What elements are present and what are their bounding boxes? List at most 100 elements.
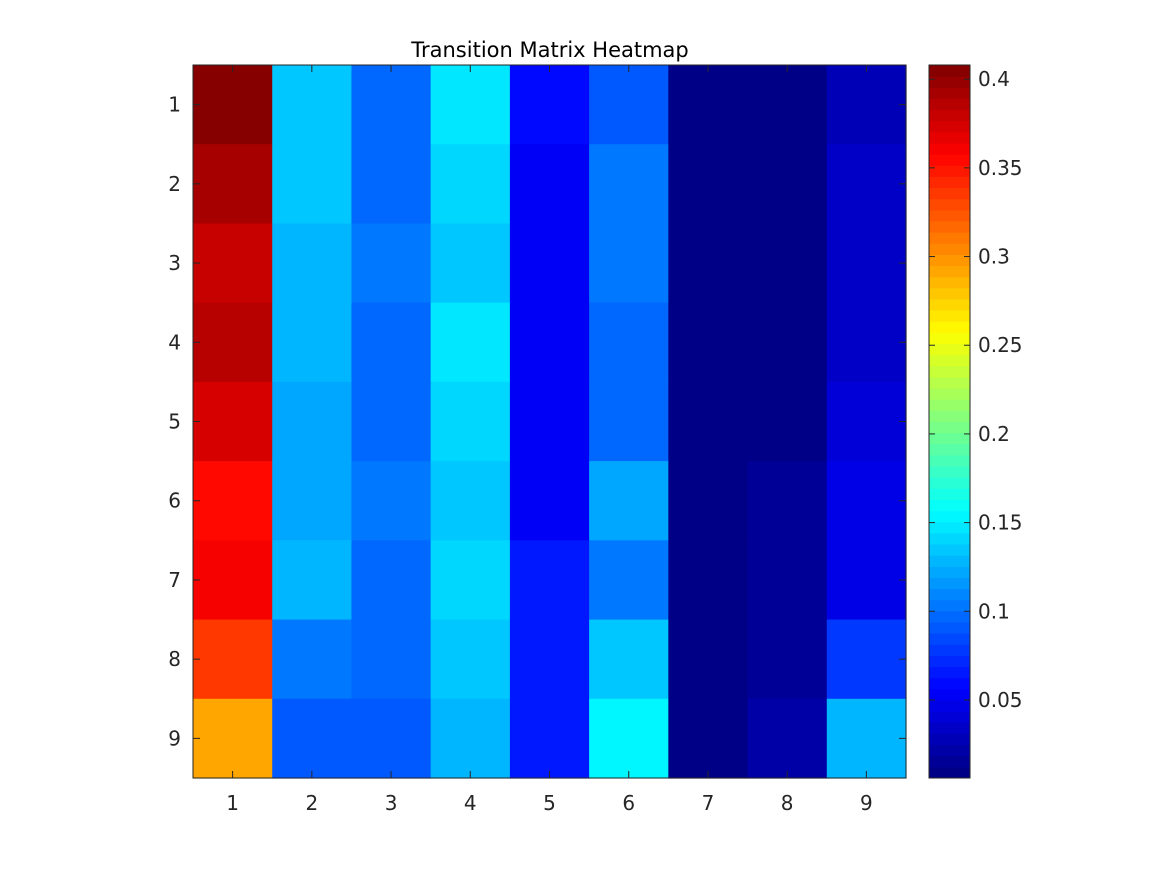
heatmap-cell-r4-c1 [193, 302, 273, 383]
colorbar-tick-label: 0.1 [978, 599, 1010, 623]
heatmap-cell-r9-c6 [589, 698, 669, 779]
heatmap-cell-r3-c4 [430, 223, 511, 304]
heatmap-cell-r5-c1 [193, 381, 273, 462]
heatmap-cell-r2-c4 [430, 144, 511, 225]
heatmap-cell-r6-c8 [747, 461, 828, 541]
chart-title: Transition Matrix Heatmap [410, 38, 689, 62]
y-tick-label: 4 [168, 330, 181, 354]
colorbar-band [929, 198, 970, 211]
x-tick-label: 2 [305, 791, 318, 815]
colorbar-band [929, 76, 970, 88]
colorbar-band [929, 688, 970, 701]
heatmap-cell-r2-c1 [193, 144, 273, 225]
colorbar-tick-label: 0.05 [978, 688, 1023, 712]
colorbar-band [929, 131, 970, 144]
heatmap-cell-r6-c2 [272, 461, 353, 541]
colorbar-ticks: 0.05 0.1 0.15 0.2 0.25 0.3 0.35 0.4 [929, 67, 1023, 712]
heatmap-cell-r1-c3 [351, 65, 432, 145]
heatmap-cell-r8-c5 [509, 619, 590, 700]
heatmap-cell-r5-c2 [272, 381, 353, 462]
heatmap-cell-r1-c9 [826, 65, 907, 145]
colorbar-band [929, 276, 970, 289]
heatmap-cell-r7-c8 [747, 540, 828, 621]
heatmap-cell-r6-c6 [589, 461, 669, 541]
heatmap-cell-r5-c8 [747, 381, 828, 462]
x-tick-label: 7 [702, 791, 715, 815]
x-tick-label: 5 [543, 791, 556, 815]
heatmap-cell-r9-c3 [351, 698, 432, 779]
colorbar-band [929, 310, 970, 322]
colorbar-band [929, 287, 970, 300]
heatmap-cell-r4-c9 [826, 302, 907, 383]
heatmap-cell-r8-c2 [272, 619, 353, 700]
colorbar-band [929, 410, 970, 422]
heatmap-cell-r7-c1 [193, 540, 273, 621]
colorbar-band [929, 187, 970, 200]
x-axis: 1 2 3 4 5 6 7 8 9 [226, 65, 873, 815]
heatmap-cell-r3-c6 [589, 223, 669, 304]
colorbar-band [929, 622, 970, 634]
colorbar-band [929, 376, 970, 389]
colorbar-tick-label: 0.15 [978, 511, 1023, 535]
heatmap-cell-r2-c9 [826, 144, 907, 225]
colorbar-band [929, 466, 970, 478]
colorbar [928, 64, 971, 779]
heatmap-cell-r9-c5 [509, 698, 590, 779]
colorbar-band [929, 120, 970, 133]
heatmap-cell-r2-c6 [589, 144, 669, 225]
heatmap-cell-r1-c5 [509, 65, 590, 145]
heatmap-cell-r7-c7 [668, 540, 749, 621]
heatmap-cell-r4-c3 [351, 302, 432, 383]
colorbar-tick-label: 0.4 [978, 67, 1010, 91]
heatmap-cell-r8-c8 [747, 619, 828, 700]
colorbar-band [929, 399, 970, 411]
heatmap-cell-r6-c3 [351, 461, 432, 541]
colorbar-band [929, 321, 970, 333]
heatmap-cell-r3-c9 [826, 223, 907, 304]
colorbar-band [929, 332, 970, 345]
colorbar-band [929, 644, 970, 656]
heatmap-cell-r5-c7 [668, 381, 749, 462]
heatmap-cell-r1-c1 [193, 65, 273, 145]
heatmap-cell-r9-c4 [430, 698, 511, 779]
colorbar-band [929, 655, 970, 668]
colorbar-band [929, 365, 970, 378]
heatmap-cell-r4-c4 [430, 302, 511, 383]
heatmap-cell-r1-c2 [272, 65, 353, 145]
heatmap-cell-r1-c8 [747, 65, 828, 145]
heatmap-cell-r8-c7 [668, 619, 749, 700]
colorbar-tick-label: 0.2 [978, 422, 1010, 446]
heatmap-cell-r7-c3 [351, 540, 432, 621]
heatmap-cell-r9-c9 [826, 698, 907, 779]
x-tick-label: 9 [860, 791, 873, 815]
heatmap-cell-r4-c2 [272, 302, 353, 383]
heatmap-cell-r2-c8 [747, 144, 828, 225]
heatmap-cell-r7-c4 [430, 540, 511, 621]
heatmap-cell-r1-c4 [430, 65, 511, 145]
y-tick-label: 5 [168, 410, 181, 434]
colorbar-band [929, 176, 970, 189]
colorbar-band [929, 577, 970, 590]
colorbar-band [929, 109, 970, 122]
heatmap-cell-r8-c4 [430, 619, 511, 700]
colorbar-band [929, 98, 970, 111]
y-tick-label: 7 [168, 568, 181, 592]
colorbar-band [929, 510, 970, 523]
x-tick-label: 1 [226, 791, 239, 815]
heatmap-cell-r4-c8 [747, 302, 828, 383]
colorbar-band [929, 744, 970, 757]
y-tick-label: 3 [168, 251, 181, 275]
heatmap-cell-r8-c3 [351, 619, 432, 700]
heatmap-cell-r7-c9 [826, 540, 907, 621]
colorbar-band [929, 633, 970, 645]
colorbar-band [929, 544, 970, 556]
heatmap-cell-r6-c7 [668, 461, 749, 541]
colorbar-band [929, 232, 970, 244]
colorbar-band [929, 599, 970, 612]
colorbar-band [929, 421, 970, 434]
y-tick-label: 2 [168, 172, 181, 196]
y-tick-label: 1 [168, 93, 181, 117]
heatmap-cell-r3-c2 [272, 223, 353, 304]
colorbar-band [929, 566, 970, 578]
